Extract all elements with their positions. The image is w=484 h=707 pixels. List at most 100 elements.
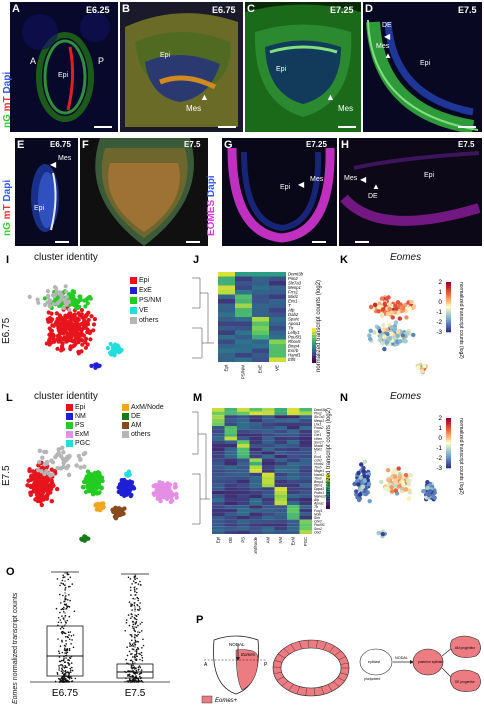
boxplot-point [61, 579, 64, 582]
scatter-l-point [56, 450, 61, 456]
boxplot-point [59, 679, 62, 681]
panel-f-drawing [95, 138, 194, 246]
heatmap-m-cell [249, 505, 262, 509]
boxplot-point [65, 643, 67, 645]
heatmap-m-cell [237, 483, 250, 488]
panel-e-epi: Epi [34, 205, 45, 212]
boxplot-point [62, 671, 64, 674]
scatter-l-point [42, 462, 47, 467]
scatter-l-point [41, 475, 46, 481]
heatmap-m-cell [299, 501, 312, 506]
scatter-l-point [84, 474, 90, 479]
heatmap-m-cell [274, 465, 287, 470]
boxplot-point [126, 680, 128, 682]
boxplot-point [133, 576, 136, 578]
heatmap-j-cell [269, 312, 286, 317]
heatmap-m-cell [274, 498, 287, 502]
heatmap-m-row-label: Tbx6 [314, 466, 322, 470]
heatmap-j-cell [252, 285, 269, 290]
boxplot-point [125, 621, 128, 624]
boxplot-point [66, 619, 69, 622]
p-eomes: Eomes [241, 652, 256, 657]
feature-n-tick: -3 [436, 465, 442, 472]
heatmap-m-cell [224, 433, 237, 437]
scatter-l-point [49, 480, 55, 486]
feature-n-point [406, 482, 411, 487]
panel-d-scalebar [458, 126, 476, 128]
heatmap-m-cell [299, 418, 312, 423]
heatmap-j-cell [218, 357, 235, 362]
heatmap-j-row-label: Lefty1 [288, 330, 300, 335]
feature-k-colorbar [446, 330, 451, 333]
heatmap-m-cell [274, 490, 287, 495]
heatmap-j-cell [269, 348, 286, 353]
heatmap-m-cell [274, 505, 287, 509]
panel-a-image [10, 2, 118, 132]
feature-k-colorbar [446, 328, 451, 331]
heatmap-m-cell [212, 458, 225, 462]
boxplot-point [62, 670, 64, 672]
scatter-i-point [51, 323, 56, 328]
scatter-l-point [164, 482, 169, 488]
feature-k-colorbar [446, 322, 451, 325]
feature-k-point [381, 327, 386, 333]
boxplot-point [133, 604, 136, 607]
heatmap-j-colorbar [312, 352, 316, 356]
boxplot-point [67, 578, 70, 581]
feature-n-point [427, 489, 432, 494]
heatmap-j-cell [252, 339, 269, 344]
feature-k-colorbar [446, 288, 451, 291]
heatmap-j-cell [235, 299, 252, 304]
scatter-i-point [66, 337, 71, 342]
heatmap-j-row-label: Hand1 [288, 353, 301, 358]
stain-eomes-dapi: Dapi [206, 175, 217, 198]
heatmap-m-cell [262, 501, 275, 506]
panel-e-image [15, 138, 78, 246]
boxplot-point [135, 641, 137, 643]
scatter-l-point [48, 473, 53, 478]
boxplot-point [62, 574, 64, 577]
heatmap-j-cell [252, 272, 269, 277]
feature-k-colorbar [446, 312, 451, 315]
feature-k-colorbar [446, 304, 451, 307]
heatmap-j-cell [218, 281, 235, 286]
panel-h-label: H [341, 139, 349, 151]
boxplot-point [134, 672, 137, 674]
panel-g-drawing [227, 147, 335, 243]
heatmap-j-cell [218, 330, 235, 335]
scatter-l-point [96, 482, 102, 487]
feature-n-colorbar [446, 464, 451, 467]
heatmap-m-row-label: Afp [313, 498, 319, 502]
heatmap-j-cell [269, 290, 286, 295]
boxplot-point [65, 657, 67, 659]
feature-n-point [363, 491, 369, 497]
boxplot-point [63, 632, 66, 634]
boxplot-point [125, 619, 128, 621]
feature-k-point [384, 340, 390, 345]
feature-n-point [407, 488, 412, 493]
heatmap-m-cell [212, 444, 225, 448]
scatter-i-point [85, 342, 90, 347]
scatter-i-point [83, 325, 88, 330]
heatmap-m-row-label: Sox2 [314, 527, 322, 531]
legend-item-pgc: PGC [66, 440, 90, 447]
scatter-l-point [27, 468, 32, 474]
boxplot-point [131, 660, 134, 663]
scatter-i-point [51, 302, 56, 307]
panel-h-de: DE [368, 193, 378, 200]
heatmap-m-cell [212, 523, 225, 527]
heatmap-m-cell [224, 472, 237, 477]
boxplot-point [64, 664, 66, 667]
panel-f-stage: E7.5 [184, 140, 201, 149]
heatmap-m-cell [224, 494, 237, 498]
scatter-i-point [47, 316, 52, 321]
heatmap-m-row-label: Slc7a3 [314, 415, 324, 419]
heatmap-m-cell [212, 447, 225, 452]
heatmap-m-cell [287, 451, 300, 455]
boxplot-point [63, 600, 65, 603]
heatmap-j-cell [235, 312, 252, 317]
heatmap-j-cell [252, 294, 269, 299]
heatmap-m-cell [262, 530, 275, 534]
feature-k-point [387, 306, 392, 312]
heatmap-j-cell [252, 308, 269, 313]
